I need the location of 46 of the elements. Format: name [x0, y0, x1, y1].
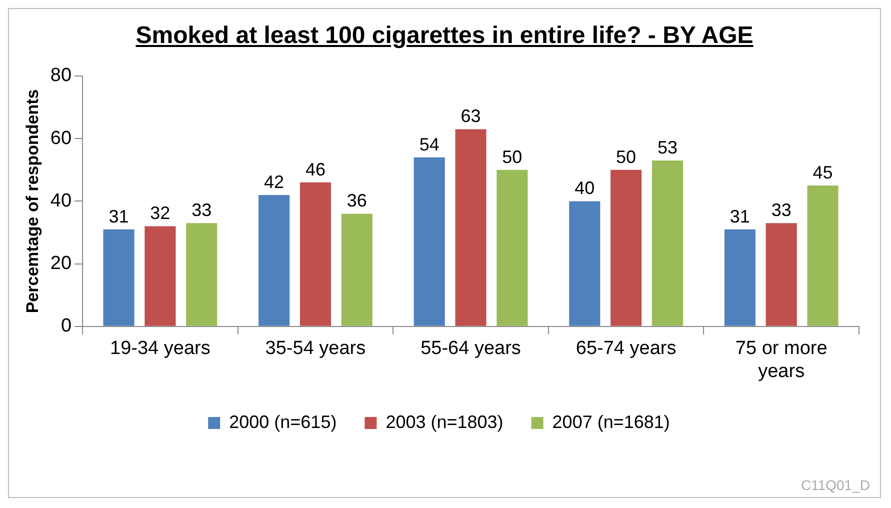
bar [455, 129, 486, 326]
bar [414, 157, 445, 326]
legend-label: 2000 (n=615) [229, 412, 337, 432]
bar [766, 223, 797, 326]
x-tick-label: 65-74 years [576, 338, 676, 360]
bar [186, 223, 218, 326]
data-label: 50 [616, 146, 636, 167]
y-tick-label: 60 [50, 128, 72, 149]
bar [341, 214, 372, 326]
y-axis-title: Percemtage of respondents [22, 89, 42, 314]
data-label: 53 [657, 137, 678, 158]
chart-title: Smoked at least 100 cigarettes in entire life? - BY AGE [134, 21, 754, 51]
data-label: 63 [460, 106, 481, 126]
bar [569, 201, 600, 326]
bar [807, 186, 838, 326]
bar [144, 226, 176, 326]
data-label: 32 [150, 203, 170, 224]
data-label: 31 [730, 206, 750, 226]
data-label: 33 [771, 200, 792, 220]
data-label: 45 [812, 162, 833, 183]
y-tick-label: 20 [50, 253, 72, 274]
y-tick-label: 40 [50, 190, 72, 212]
bar [258, 194, 290, 326]
bar [652, 160, 683, 326]
data-label: 31 [108, 206, 129, 226]
x-tick-label: 35-54 years [265, 338, 366, 360]
text: C11Q01_D [800, 477, 870, 493]
data-label: 42 [264, 172, 284, 192]
bar [724, 229, 756, 326]
data-label: 33 [192, 200, 212, 220]
legend-label: 2003 (n=1803) [386, 412, 504, 432]
y-tick-label: 0 [60, 316, 72, 337]
bar [496, 170, 528, 326]
data-label: 40 [574, 178, 595, 198]
bar [610, 170, 642, 326]
y-tick-label: 80 [50, 65, 72, 86]
data-label: 54 [419, 134, 440, 154]
x-tick-label: 75 or more years [735, 338, 828, 382]
x-tick-label: 55-64 years [420, 338, 521, 360]
data-label: 46 [305, 159, 326, 180]
x-tick-label: 19-34 years [110, 338, 210, 360]
data-label: 50 [502, 146, 522, 167]
data-label: 36 [346, 190, 367, 211]
legend-label: 2007 (n=1681) [552, 412, 670, 432]
bar [300, 182, 332, 326]
bar [103, 229, 134, 326]
